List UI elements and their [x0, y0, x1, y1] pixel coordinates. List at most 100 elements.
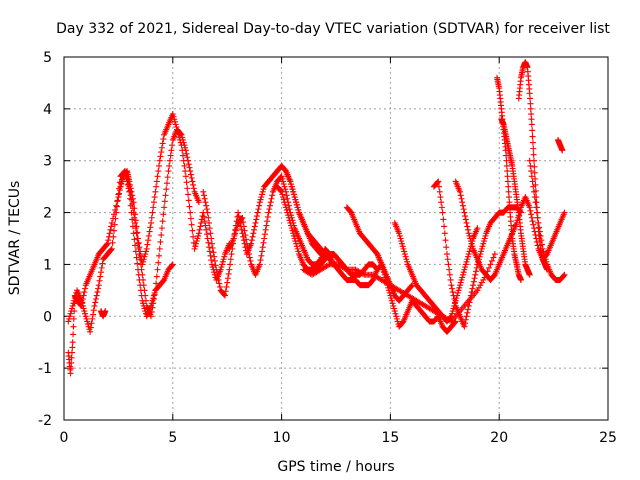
data-point [533, 209, 540, 216]
data-point [66, 313, 73, 320]
data-point [71, 297, 78, 304]
data-point [121, 168, 128, 175]
data-point [130, 230, 137, 237]
data-point [157, 238, 164, 245]
data-point [286, 206, 293, 213]
data-point [294, 245, 301, 252]
data-point [156, 162, 163, 169]
data-point [457, 282, 464, 289]
series-track-7 [282, 168, 398, 294]
data-point [145, 237, 152, 244]
data-point [119, 175, 126, 182]
data-point [150, 295, 157, 302]
data-point [104, 240, 111, 247]
data-point [67, 370, 74, 377]
data-point [288, 225, 295, 232]
data-point [111, 221, 118, 228]
data-point [185, 161, 192, 168]
series-track-19 [97, 308, 109, 320]
data-point [397, 235, 404, 242]
data-point [139, 297, 146, 304]
data-point [459, 271, 466, 278]
data-point [159, 218, 166, 225]
data-point [279, 191, 286, 198]
data-point [283, 192, 290, 199]
data-point [202, 222, 209, 229]
data-point [131, 236, 138, 243]
data-point [90, 307, 97, 314]
data-point [289, 227, 296, 234]
data-point [528, 111, 535, 118]
data-point [442, 237, 449, 244]
data-point [400, 245, 407, 252]
data-point [438, 199, 445, 206]
data-points [65, 59, 568, 377]
data-point [216, 283, 223, 290]
data-point [129, 216, 136, 223]
data-point [465, 302, 472, 309]
data-point [463, 258, 470, 265]
data-point [290, 188, 297, 195]
data-point [294, 204, 301, 211]
data-point [527, 95, 534, 102]
data-point [239, 214, 246, 221]
data-point [391, 308, 398, 315]
data-point [541, 251, 548, 258]
data-point [468, 289, 475, 296]
data-point [448, 313, 455, 320]
x-tick-label: 10 [273, 430, 291, 446]
data-point [251, 223, 258, 230]
data-point [187, 171, 194, 178]
y-tick-label: 1 [43, 257, 52, 273]
data-point [396, 232, 403, 239]
data-point [68, 305, 75, 312]
data-point [70, 323, 77, 330]
data-point [111, 227, 118, 234]
data-point [113, 209, 120, 216]
data-point [80, 305, 87, 312]
data-point [158, 232, 165, 239]
data-point [113, 203, 120, 210]
data-point [193, 240, 200, 247]
data-point [530, 183, 537, 190]
data-point [200, 213, 207, 220]
data-point [392, 310, 399, 317]
data-point [462, 213, 469, 220]
data-point [145, 232, 152, 239]
data-point [91, 302, 98, 309]
data-point [471, 275, 478, 282]
data-point [133, 254, 140, 261]
data-point [221, 291, 228, 298]
data-point [379, 264, 386, 271]
data-point [451, 296, 458, 302]
data-point [278, 188, 285, 195]
data-point [149, 209, 156, 216]
data-point [222, 292, 229, 299]
series-track-18 [554, 136, 566, 154]
data-point [378, 261, 385, 268]
data-point [70, 300, 77, 307]
data-point [214, 273, 221, 280]
data-point [244, 244, 251, 251]
data-point [224, 275, 231, 282]
series-track-3 [117, 168, 176, 320]
chart-title: Day 332 of 2021, Sidereal Day-to-day VTE… [56, 21, 610, 37]
data-point [247, 257, 254, 264]
data-point [253, 213, 260, 220]
data-point [531, 194, 538, 201]
data-point [122, 171, 129, 178]
data-point [208, 240, 215, 247]
data-point [284, 195, 291, 202]
data-point [212, 262, 219, 269]
data-point [194, 235, 201, 242]
data-point [441, 223, 448, 230]
data-point [280, 194, 287, 201]
data-point [282, 201, 289, 208]
data-point [87, 324, 94, 331]
data-point [134, 235, 141, 242]
data-point [280, 196, 287, 203]
data-point [78, 297, 85, 304]
data-point [156, 157, 163, 164]
data-point [469, 243, 476, 250]
data-point [158, 225, 165, 232]
